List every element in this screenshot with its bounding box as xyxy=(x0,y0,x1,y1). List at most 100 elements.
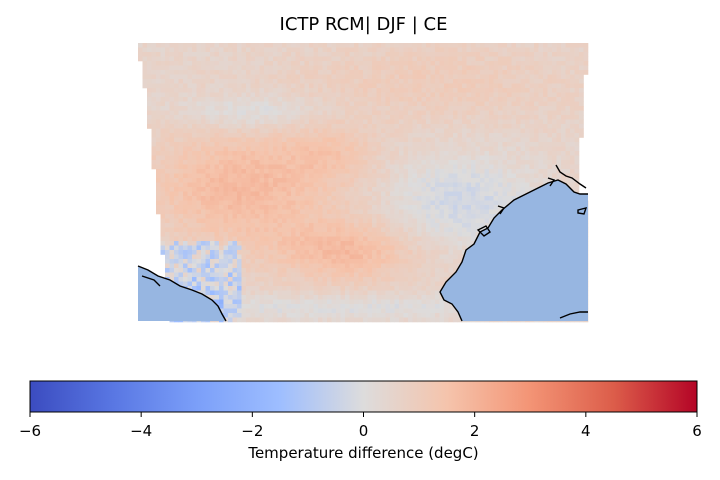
field-cell xyxy=(192,178,197,183)
field-cell xyxy=(304,110,310,116)
field-cell xyxy=(475,74,481,80)
field-cell xyxy=(493,110,499,116)
field-cell xyxy=(246,124,251,129)
field-cell xyxy=(372,65,377,71)
field-cell xyxy=(435,97,440,102)
field-cell xyxy=(273,164,278,170)
field-cell xyxy=(529,70,535,75)
field-cell xyxy=(277,200,283,206)
field-cell xyxy=(498,191,503,197)
field-cell xyxy=(471,133,476,138)
field-cell xyxy=(336,124,341,129)
field-cell xyxy=(525,119,530,125)
field-cell xyxy=(151,65,157,71)
field-cell xyxy=(147,56,152,62)
field-cell xyxy=(187,124,193,129)
field-cell xyxy=(219,74,224,80)
field-cell xyxy=(273,74,278,80)
field-cell xyxy=(354,164,359,170)
field-cell xyxy=(403,79,409,84)
field-cell xyxy=(178,200,184,206)
field-cell xyxy=(205,200,211,206)
field-cell xyxy=(273,92,278,98)
field-cell xyxy=(421,56,427,62)
field-cell xyxy=(570,160,575,165)
field-cell xyxy=(538,173,544,179)
field-cell xyxy=(183,74,188,80)
field-cell xyxy=(160,173,166,179)
field-cell xyxy=(160,97,166,102)
field-cell xyxy=(579,128,584,134)
field-cell xyxy=(516,169,521,174)
field-cell xyxy=(417,160,422,165)
field-cell xyxy=(228,65,233,71)
field-cell xyxy=(358,56,364,62)
field-cell xyxy=(327,119,332,125)
field-cell xyxy=(466,115,472,120)
field-cell xyxy=(223,205,229,210)
field-cell xyxy=(169,151,175,156)
field-cell xyxy=(363,47,368,53)
field-cell xyxy=(318,200,323,206)
field-cell xyxy=(223,142,229,147)
field-cell xyxy=(295,97,301,102)
field-cell xyxy=(318,128,323,134)
field-cell xyxy=(363,155,368,161)
field-cell xyxy=(484,88,490,93)
field-cell xyxy=(268,97,274,102)
field-cell xyxy=(543,97,548,102)
field-cell xyxy=(520,106,526,111)
field-cell xyxy=(394,56,400,62)
field-cell xyxy=(237,101,242,107)
field-cell xyxy=(255,43,260,48)
field-cell xyxy=(340,182,346,188)
field-cell xyxy=(543,155,548,161)
field-cell xyxy=(327,142,332,147)
field-cell xyxy=(466,92,472,98)
field-cell xyxy=(565,97,571,102)
field-cell xyxy=(570,110,575,116)
field-cell xyxy=(178,52,184,57)
field-cell xyxy=(205,106,211,111)
field-cell xyxy=(277,155,283,161)
field-cell xyxy=(214,88,220,93)
field-cell xyxy=(381,133,386,138)
field-cell xyxy=(466,61,472,66)
field-cell xyxy=(331,52,337,57)
field-cell xyxy=(196,178,202,183)
field-cell xyxy=(466,200,472,206)
field-cell xyxy=(205,110,211,116)
field-cell xyxy=(313,182,319,188)
field-cell xyxy=(394,88,400,93)
field-cell xyxy=(367,137,373,143)
field-cell xyxy=(376,142,382,147)
field-cell xyxy=(250,182,256,188)
field-cell xyxy=(313,56,319,62)
field-cell xyxy=(228,173,233,179)
field-cell xyxy=(232,106,238,111)
field-cell xyxy=(363,65,368,71)
field-cell xyxy=(543,61,548,66)
field-cell xyxy=(250,79,256,84)
field-cell xyxy=(417,61,422,66)
field-cell xyxy=(201,155,206,161)
field-cell xyxy=(412,160,418,165)
field-cell xyxy=(174,56,179,62)
field-cell xyxy=(390,74,395,80)
field-cell xyxy=(160,160,166,165)
field-cell xyxy=(291,160,296,165)
field-cell xyxy=(313,160,319,165)
field-cell xyxy=(241,191,247,197)
field-cell xyxy=(268,83,274,89)
field-cell xyxy=(430,182,436,188)
field-cell xyxy=(448,61,454,66)
field-cell xyxy=(336,119,341,125)
field-cell xyxy=(309,133,314,138)
field-cell xyxy=(489,97,494,102)
field-cell xyxy=(304,52,310,57)
field-cell xyxy=(282,124,287,129)
field-cell xyxy=(552,155,557,161)
field-cell xyxy=(502,178,508,183)
field-cell xyxy=(552,52,557,57)
field-cell xyxy=(444,155,449,161)
